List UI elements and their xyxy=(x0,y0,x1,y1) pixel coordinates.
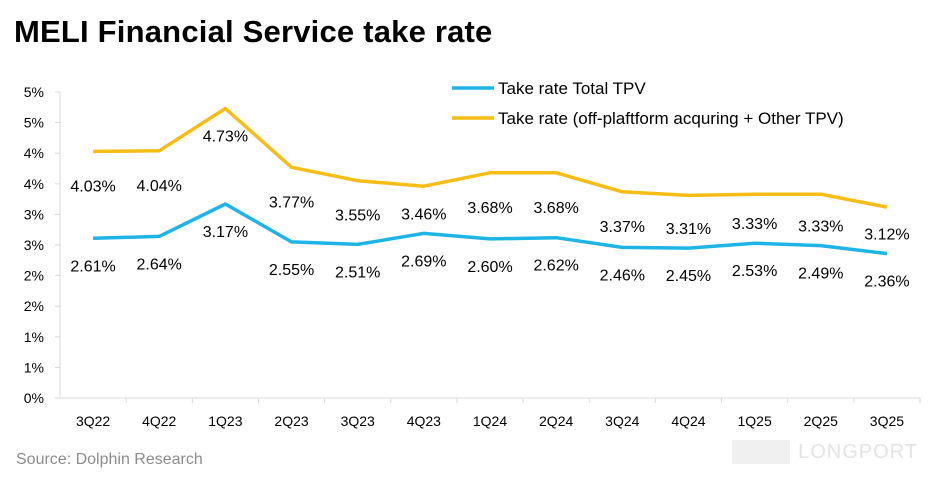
data-label-total-tpv: 2.36% xyxy=(864,274,909,291)
data-label-total-tpv: 3.17% xyxy=(203,224,248,241)
data-label-offplatform-tpv: 3.31% xyxy=(666,221,711,238)
data-label-offplatform-tpv: 3.55% xyxy=(335,208,380,225)
watermark-text: LONGPORT xyxy=(798,440,918,463)
data-label-total-tpv: 2.69% xyxy=(401,253,446,270)
x-tick-label: 3Q23 xyxy=(341,413,375,429)
x-tick-label: 2Q23 xyxy=(274,413,308,429)
data-label-total-tpv: 2.45% xyxy=(666,268,711,285)
x-tick-label: 4Q23 xyxy=(407,413,441,429)
y-tick-label: 5% xyxy=(24,115,44,131)
longport-logo-mark xyxy=(732,440,791,464)
data-label-offplatform-tpv: 3.37% xyxy=(600,219,645,236)
longport-watermark: LONGPORT xyxy=(732,440,918,464)
x-tick-label: 2Q24 xyxy=(539,413,573,429)
data-label-offplatform-tpv: 3.46% xyxy=(401,206,446,223)
data-label-offplatform-tpv: 3.68% xyxy=(467,200,512,217)
y-tick-label: 4% xyxy=(24,145,44,161)
data-label-offplatform-tpv: 3.77% xyxy=(269,194,314,211)
data-label-total-tpv: 2.64% xyxy=(137,256,182,273)
data-label-offplatform-tpv: 4.73% xyxy=(203,129,248,146)
data-label-total-tpv: 2.61% xyxy=(70,258,115,275)
y-tick-label: 3% xyxy=(24,237,44,253)
x-tick-label: 2Q25 xyxy=(804,413,838,429)
data-label-total-tpv: 2.51% xyxy=(335,264,380,281)
y-tick-label: 2% xyxy=(24,268,44,284)
y-tick-label: 0% xyxy=(24,390,44,406)
series-line-0 xyxy=(93,202,888,256)
y-tick-label: 1% xyxy=(24,329,44,345)
data-label-total-tpv: 2.46% xyxy=(600,267,645,284)
data-label-offplatform-tpv: 3.12% xyxy=(864,227,909,244)
data-label-offplatform-tpv: 4.03% xyxy=(70,178,115,195)
x-tick-label: 4Q22 xyxy=(142,413,176,429)
data-label-total-tpv: 2.53% xyxy=(732,263,777,280)
data-label-total-tpv: 2.55% xyxy=(269,262,314,279)
x-tick-label: 3Q25 xyxy=(870,413,904,429)
x-tick-label: 3Q24 xyxy=(605,413,639,429)
data-label-offplatform-tpv: 3.68% xyxy=(533,200,578,217)
data-label-offplatform-tpv: 4.04% xyxy=(137,178,182,195)
y-tick-label: 4% xyxy=(24,176,44,192)
data-label-offplatform-tpv: 3.33% xyxy=(798,219,843,236)
legend-label-0: Take rate Total TPV xyxy=(498,79,646,98)
data-label-total-tpv: 2.62% xyxy=(533,258,578,275)
y-tick-label: 2% xyxy=(24,298,44,314)
source-note: Source: Dolphin Research xyxy=(16,451,203,468)
y-tick-label: 3% xyxy=(24,206,44,222)
x-tick-label: 4Q24 xyxy=(671,413,705,429)
data-label-total-tpv: 2.60% xyxy=(467,259,512,276)
legend-label-1: Take rate (off-plaftform acquring + Othe… xyxy=(498,109,844,128)
chart-title: MELI Financial Service take rate xyxy=(14,14,493,49)
series-line-1 xyxy=(93,106,888,209)
x-tick-label: 1Q24 xyxy=(473,413,507,429)
x-tick-label: 3Q22 xyxy=(76,413,110,429)
data-label-offplatform-tpv: 3.33% xyxy=(732,216,777,233)
x-tick-label: 1Q25 xyxy=(737,413,771,429)
y-tick-label: 1% xyxy=(24,359,44,375)
data-label-total-tpv: 2.49% xyxy=(798,266,843,283)
y-tick-label: 5% xyxy=(24,84,44,100)
x-tick-label: 1Q23 xyxy=(208,413,242,429)
